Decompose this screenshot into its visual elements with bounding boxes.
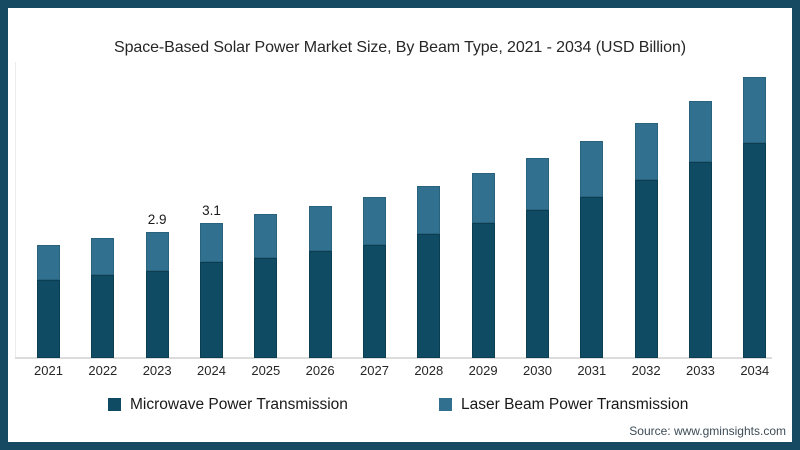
chart-title: Space-Based Solar Power Market Size, By …: [114, 39, 686, 56]
bar-segment-laser-2034: [743, 77, 767, 143]
stacked-bar-2028: [417, 186, 441, 358]
bar-segment-microwave-2024: [199, 262, 223, 358]
stacked-bar-2025: [254, 214, 278, 358]
stacked-bar-2029: [471, 173, 495, 358]
bar-segment-laser-2027: [362, 197, 386, 245]
stacked-bar-2031: [580, 140, 604, 359]
bar-segment-microwave-2029: [471, 223, 495, 358]
stacked-bar-2032: [634, 123, 658, 358]
x-axis-label-2026: 2026: [305, 363, 335, 378]
x-axis-label-2024: 2024: [197, 363, 226, 378]
source-text: Source: www.gminsights.com: [629, 424, 786, 438]
x-axis-label-2034: 2034: [740, 363, 770, 378]
bar-value-label-2023: 2.9: [147, 211, 167, 227]
bar-segment-microwave-2028: [417, 234, 441, 358]
x-axis-label-2025: 2025: [251, 363, 281, 378]
x-axis-label-2023: 2023: [142, 363, 172, 378]
x-axis-label-2030: 2030: [523, 363, 552, 378]
x-axis-label-2029: 2029: [468, 363, 498, 378]
bar-segment-microwave-2032: [634, 179, 658, 358]
bar-segment-laser-2028: [417, 186, 441, 235]
stacked-bar-2024: 3.1: [199, 203, 223, 358]
bar-segment-microwave-2021: [37, 279, 60, 358]
bar-segment-microwave-2033: [688, 162, 712, 358]
bar-segment-microwave-2027: [362, 244, 386, 358]
x-axis-label-2027: 2027: [360, 363, 389, 378]
x-axis-line: [15, 357, 772, 359]
y-axis-line: [15, 62, 16, 358]
stacked-bar-2021: [37, 244, 60, 358]
bar-segment-laser-2023: [145, 231, 169, 271]
stacked-bar-2030: [525, 157, 549, 358]
x-axis-label-2028: 2028: [414, 363, 444, 378]
bar-segment-laser-2030: [525, 157, 549, 211]
bar-segment-microwave-2025: [254, 257, 278, 358]
bar-segment-microwave-2023: [145, 270, 169, 358]
bar-segment-laser-2033: [688, 101, 712, 163]
microwave-legend-swatch: [108, 398, 121, 411]
bar-segment-laser-2022: [91, 238, 115, 276]
x-axis-label-2031: 2031: [577, 363, 607, 378]
bar-segment-laser-2029: [471, 173, 495, 224]
bar-segment-laser-2032: [634, 123, 658, 180]
x-axis-label-2033: 2033: [685, 363, 715, 378]
stacked-bar-2027: [362, 197, 386, 358]
legend-item-laser: Laser Beam Power Transmission: [439, 396, 688, 414]
legend-label-laser: Laser Beam Power Transmission: [461, 396, 689, 413]
stacked-bar-2023: 2.9: [145, 212, 169, 358]
stacked-bar-2034: [743, 77, 767, 358]
bar-segment-laser-2025: [254, 214, 278, 258]
bar-segment-laser-2021: [37, 244, 60, 280]
bar-segment-microwave-2026: [308, 251, 332, 358]
legend-item-microwave: Microwave Power Transmission: [108, 396, 348, 414]
bar-value-label-2024: 3.1: [202, 203, 221, 219]
x-axis-label-2021: 2021: [34, 363, 63, 378]
stacked-bar-2033: [688, 101, 712, 358]
bar-segment-microwave-2030: [525, 210, 549, 358]
laser-legend-swatch: [439, 398, 452, 411]
bar-segment-microwave-2022: [91, 275, 115, 358]
bar-segment-microwave-2034: [743, 142, 767, 358]
bar-segment-laser-2024: [199, 223, 223, 263]
x-axis-label-2032: 2032: [631, 363, 661, 378]
stacked-bar-2026: [308, 205, 332, 358]
bar-segment-microwave-2031: [580, 197, 604, 358]
bar-segment-laser-2031: [580, 140, 604, 198]
legend-label-microwave: Microwave Power Transmission: [130, 396, 348, 413]
bar-segment-laser-2026: [308, 205, 332, 252]
stacked-bar-2022: [91, 238, 115, 358]
x-axis-label-2022: 2022: [88, 363, 118, 378]
